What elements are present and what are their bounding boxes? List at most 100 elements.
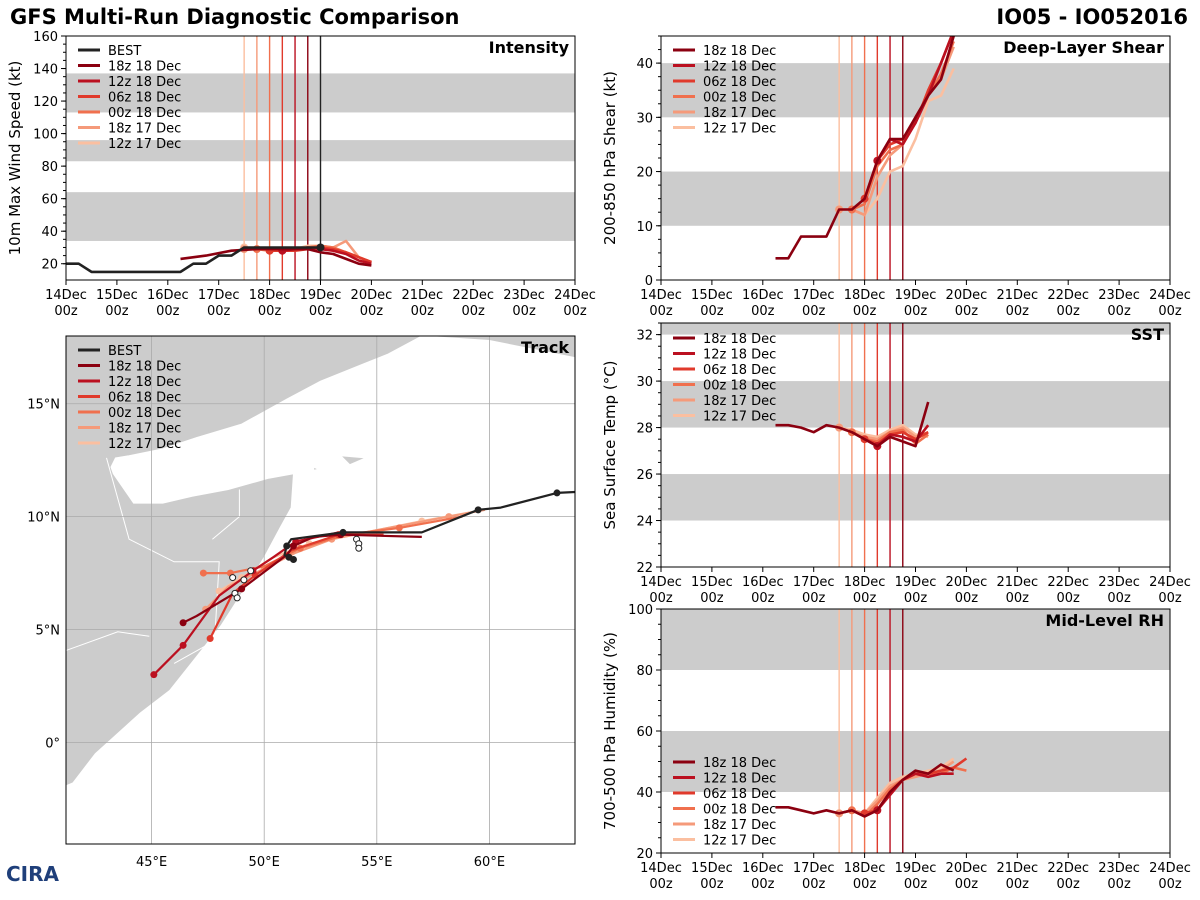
rh-title: Mid-Level RH — [1045, 611, 1164, 630]
sst-xtick-label: 20Dec — [946, 575, 988, 590]
sst-xtick-label: 00z — [1006, 591, 1030, 606]
intensity-ytick-label: 140 — [33, 63, 58, 78]
intensity-xtick-label: 00z — [207, 304, 231, 319]
rh-plot-area — [661, 609, 1170, 853]
track-point — [283, 542, 291, 550]
shear-xtick-label: 00z — [649, 304, 673, 319]
rh-xtick-label: 00z — [751, 877, 775, 892]
cira-logo: CIRA — [6, 862, 59, 886]
shear-ytick-label: 20 — [636, 166, 653, 181]
track-legend-label: BEST — [108, 344, 141, 359]
sst-shade-band — [661, 474, 1170, 521]
rh-xtick-label: 00z — [1057, 877, 1081, 892]
intensity-xtick-label: 17Dec — [198, 288, 240, 303]
sst-ytick-label: 32 — [636, 329, 653, 344]
sst-legend-label: 00z 18 Dec — [703, 379, 776, 394]
sst-plot-area — [661, 323, 1170, 567]
shear-xtick-label: 00z — [1006, 304, 1030, 319]
sst-xtick-label: 00z — [700, 591, 724, 606]
sst-legend-label: 06z 18 Dec — [703, 363, 776, 378]
shear-xtick-label: 23Dec — [1098, 288, 1140, 303]
intensity-xtick-label: 23Dec — [503, 288, 545, 303]
track-legend-label: 00z 18 Dec — [108, 406, 181, 421]
figure-title: GFS Multi-Run Diagnostic Comparison — [10, 5, 460, 29]
rh-ytick-label: 60 — [636, 725, 653, 740]
rh-xtick-label: 14Dec — [640, 861, 682, 876]
rh-xtick-label: 00z — [1006, 877, 1030, 892]
rh-xtick-label: 23Dec — [1098, 861, 1140, 876]
shear-xtick-label: 14Dec — [640, 288, 682, 303]
intensity-ytick-label: 80 — [41, 160, 58, 175]
shear-legend-label: 12z 18 Dec — [703, 60, 776, 75]
track-point — [289, 542, 297, 550]
sst-ytick-label: 24 — [636, 515, 653, 530]
sst-xtick-label: 00z — [904, 591, 928, 606]
intensity-xtick-label: 22Dec — [452, 288, 494, 303]
track-point — [150, 671, 158, 679]
track-xtick-label: 45°E — [136, 855, 167, 870]
shear-legend-label: 06z 18 Dec — [703, 75, 776, 90]
intensity-xtick-label: 00z — [258, 304, 282, 319]
intensity-title: Intensity — [489, 38, 570, 57]
track-ytick-label: 10°N — [27, 511, 60, 526]
rh-xtick-label: 16Dec — [742, 861, 784, 876]
rh-shade-band — [661, 609, 1170, 670]
track-legend-label: 12z 17 Dec — [108, 437, 181, 452]
rh-xtick-label: 00z — [700, 877, 724, 892]
intensity-xtick-label: 00z — [156, 304, 180, 319]
sst-xtick-label: 24Dec — [1149, 575, 1191, 590]
sst-ytick-label: 22 — [636, 561, 653, 576]
shear-xtick-label: 21Dec — [996, 288, 1038, 303]
sst-legend-label: 18z 17 Dec — [703, 394, 776, 409]
country-border — [106, 457, 220, 664]
sst-xtick-label: 00z — [751, 591, 775, 606]
shear-legend-label: 00z 18 Dec — [703, 91, 776, 106]
rh-series-line — [876, 772, 954, 812]
track-ytick-label: 0° — [45, 736, 60, 751]
shear-legend-label: 12z 17 Dec — [703, 122, 776, 137]
intensity-ylabel: 10m Max Wind Speed (kt) — [6, 61, 24, 256]
intensity-xtick-label: 21Dec — [401, 288, 443, 303]
rh-ytick-label: 80 — [636, 664, 653, 679]
intensity-ytick-label: 120 — [33, 95, 58, 110]
intensity-legend-label: 06z 18 Dec — [108, 91, 181, 106]
intensity-legend-label: 18z 18 Dec — [108, 60, 181, 75]
sst-legend-label: 12z 18 Dec — [703, 348, 776, 363]
shear-xtick-label: 24Dec — [1149, 288, 1191, 303]
intensity-legend-label: 12z 18 Dec — [108, 75, 181, 90]
intensity-series-line — [66, 246, 321, 274]
shear-xtick-label: 00z — [904, 304, 928, 319]
rh-xtick-label: 00z — [955, 877, 979, 892]
intensity-plot-area — [66, 36, 575, 280]
track-open-point — [233, 594, 241, 602]
sst-ytick-label: 28 — [636, 422, 653, 437]
shear-xtick-label: 00z — [700, 304, 724, 319]
rh-ytick-label: 100 — [628, 603, 653, 618]
rh-xtick-label: 22Dec — [1047, 861, 1089, 876]
sst-series-line — [775, 401, 930, 448]
track-plot-area — [66, 336, 575, 844]
track-legend-label: 06z 18 Dec — [108, 391, 181, 406]
intensity-xtick-label: 14Dec — [45, 288, 87, 303]
track-point — [238, 585, 246, 593]
shear-xtick-label: 18Dec — [844, 288, 886, 303]
shear-xtick-label: 22Dec — [1047, 288, 1089, 303]
sst-xtick-label: 00z — [649, 591, 673, 606]
sst-ylabel: Sea Surface Temp (°C) — [601, 360, 619, 529]
intensity-xtick-label: 24Dec — [554, 288, 596, 303]
intensity-xtick-label: 00z — [54, 304, 78, 319]
rh-ytick-label: 40 — [636, 786, 653, 801]
track-point — [206, 635, 214, 643]
intensity-ytick-label: 20 — [41, 258, 58, 273]
shear-xtick-label: 16Dec — [742, 288, 784, 303]
rh-xtick-label: 00z — [1107, 877, 1131, 892]
rh-xtick-label: 18Dec — [844, 861, 886, 876]
sst-xtick-label: 14Dec — [640, 575, 682, 590]
storm-id: IO05 - IO052016 — [996, 5, 1188, 29]
shear-legend-label: 18z 18 Dec — [703, 44, 776, 59]
shear-shade-band — [661, 63, 1170, 118]
shear-xtick-label: 00z — [853, 304, 877, 319]
sst-legend-label: 18z 18 Dec — [703, 332, 776, 347]
